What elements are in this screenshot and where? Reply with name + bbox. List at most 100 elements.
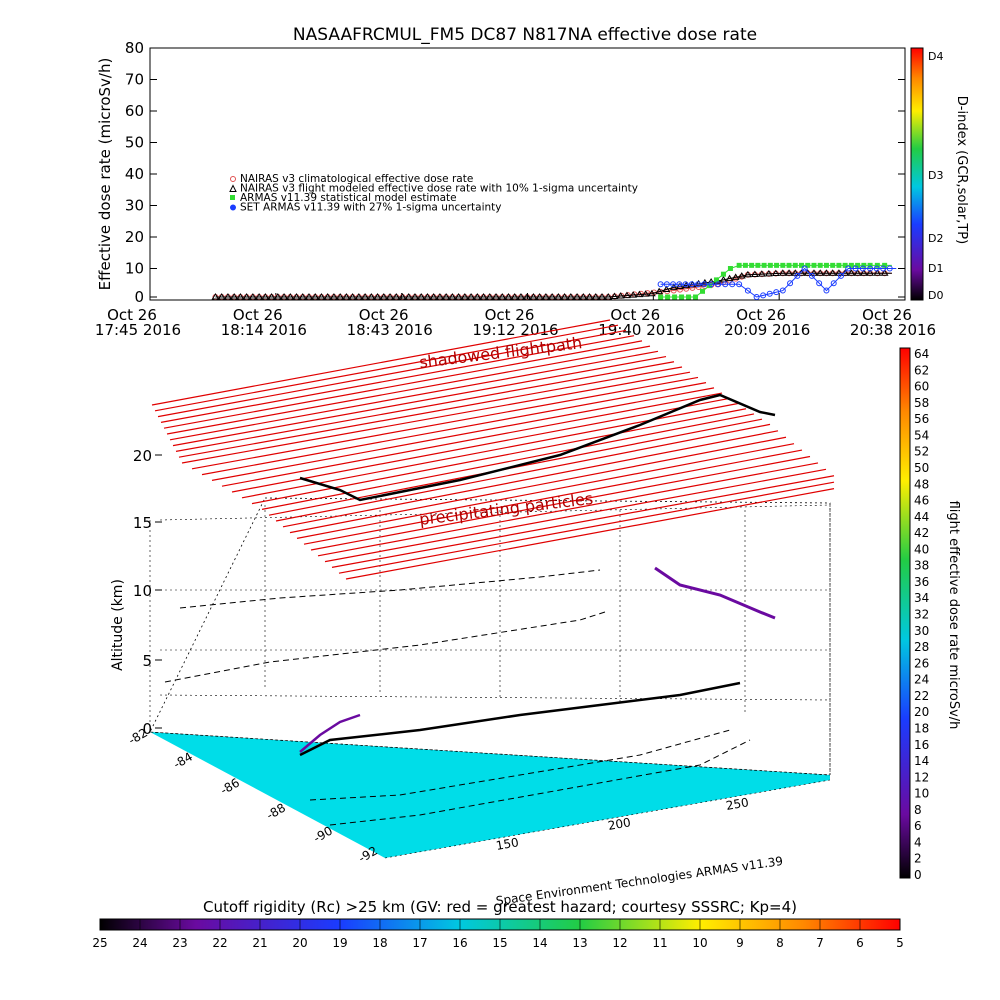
series-marker	[485, 293, 494, 300]
y-axis-label: Effective dose rate (microSv/h)	[96, 58, 114, 291]
series-marker	[766, 290, 773, 297]
series-marker	[774, 262, 780, 268]
series-marker	[720, 271, 726, 277]
wireframe-grid	[149, 504, 831, 859]
x-tick-label-time: 18:43 2016	[347, 321, 433, 339]
series-marker	[658, 294, 664, 300]
series-marker	[323, 293, 332, 300]
hazard-line	[261, 413, 755, 510]
series-marker	[785, 269, 793, 276]
series-marker	[874, 262, 880, 268]
d-index-label: D-index (GCR,solar,TP)	[954, 96, 969, 244]
series-marker	[742, 262, 748, 268]
series-marker	[848, 262, 854, 268]
series-marker	[859, 269, 868, 276]
hazard-line	[178, 366, 683, 458]
series-marker	[248, 293, 257, 300]
hazard-line	[231, 397, 731, 493]
series-marker	[629, 291, 638, 298]
ground-plane	[150, 732, 830, 858]
series-marker	[542, 293, 550, 300]
hazard-line	[172, 355, 667, 447]
dose-colorbar-tick: 16	[914, 738, 929, 752]
series-marker	[855, 262, 861, 268]
series-marker	[657, 281, 664, 288]
rc-tick-label: 22	[212, 936, 227, 950]
d-index-tick: D0	[928, 289, 943, 302]
dose-colorbar-tick: 28	[914, 640, 929, 654]
series-marker	[750, 270, 759, 277]
hazard-line	[151, 319, 611, 406]
hazard-line	[157, 329, 627, 418]
x-tick-label-date: Oct 26	[233, 306, 283, 324]
series-marker	[373, 293, 382, 300]
hazard-line	[175, 361, 675, 452]
series-marker	[342, 293, 351, 300]
legend-entry: SET ARMAS v11.39 with 27% 1-sigma uncert…	[240, 202, 502, 214]
x-tick-label-date: Oct 26	[107, 306, 157, 324]
altitude-tick: 10	[133, 582, 152, 600]
series-marker	[298, 293, 307, 300]
series-marker	[853, 269, 862, 276]
series-marker	[847, 269, 856, 276]
series-marker	[305, 293, 313, 300]
hazard-line	[331, 475, 835, 568]
series-marker	[880, 269, 889, 276]
series-marker	[828, 269, 837, 276]
series-marker	[286, 293, 295, 300]
series-marker	[429, 293, 438, 300]
series-marker	[823, 287, 830, 294]
series-marker	[786, 262, 792, 268]
series-marker	[764, 269, 773, 277]
series-marker	[817, 262, 823, 268]
series-marker	[693, 294, 699, 300]
rc-tick-label: 20	[292, 936, 307, 950]
series-marker	[492, 293, 500, 300]
dose-colorbar-tick: 56	[914, 412, 929, 426]
d-index-colorbar: D0 D1 D2 D3 D4 D-index (GCR,solar,TP)	[910, 47, 969, 302]
series-marker	[771, 269, 780, 277]
series-marker	[886, 265, 893, 272]
dose-colorbar-tick: 46	[914, 494, 929, 508]
series-marker	[517, 293, 525, 300]
altitude-axis: 0 5 10 15 20	[133, 447, 162, 738]
x-tick-label-date: Oct 26	[485, 306, 535, 324]
dose-colorbar-tick: 62	[914, 363, 929, 377]
series-marker	[731, 273, 740, 280]
cutoff-rigidity-colorbar: Cutoff rigidity (Rc) >25 km (GV: red = g…	[92, 898, 903, 950]
longitude-axis: 150 200 250	[495, 795, 750, 853]
legend-marker	[230, 176, 236, 182]
dose-colorbar-tick: 58	[914, 396, 929, 410]
series-marker	[670, 287, 677, 294]
series-marker	[755, 262, 761, 268]
legend: NAIRAS v3 climatological effective dose …	[229, 173, 638, 214]
series-marker	[682, 281, 689, 288]
series-marker	[727, 266, 733, 271]
series-marker	[311, 293, 320, 300]
dose-colorbar-tick: 20	[914, 705, 929, 719]
longitude-tick: 200	[607, 815, 632, 833]
series-marker	[467, 293, 475, 300]
dose-colorbar-tick: 50	[914, 461, 929, 475]
series-marker	[579, 293, 588, 300]
y-tick-label: 10	[125, 260, 144, 278]
dose-colorbar-tick: 24	[914, 673, 929, 687]
flight-track-altitude	[299, 393, 776, 502]
altitude-tick: 0	[142, 720, 152, 738]
series-marker	[676, 281, 683, 288]
x-tick-label-time: 17:45 2016	[95, 321, 181, 339]
rc-tick-label: 24	[132, 936, 147, 950]
series-marker	[330, 293, 338, 300]
d-index-tick: D2	[928, 232, 943, 245]
series-marker	[805, 262, 811, 268]
series-marker	[585, 293, 594, 300]
dose-colorbar-tick: 10	[914, 787, 929, 801]
legend-marker	[230, 195, 235, 200]
series-marker	[454, 293, 463, 300]
x-tick-label-time: 20:09 2016	[724, 321, 810, 339]
flight-track-side	[654, 566, 776, 620]
series-marker	[688, 281, 695, 288]
rc-tick-label: 14	[532, 936, 547, 950]
rc-tick-label: 25	[92, 936, 107, 950]
